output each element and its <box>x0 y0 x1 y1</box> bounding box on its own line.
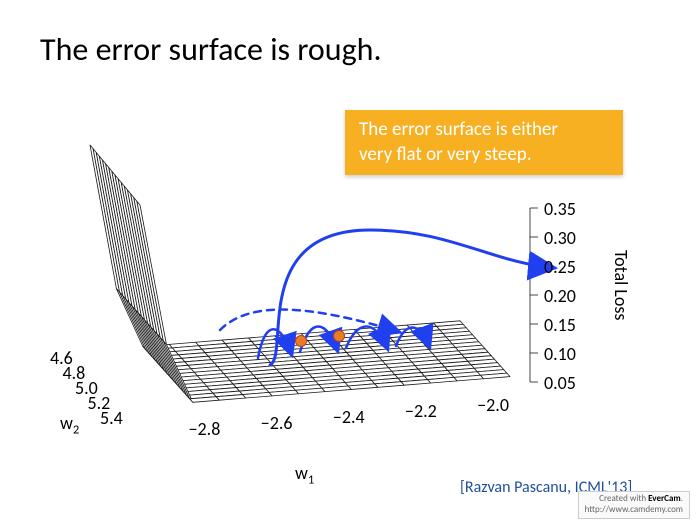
z-tick: 0.20 <box>544 285 576 307</box>
w2-tick: 5.4 <box>100 407 123 429</box>
callout-line1: The error surface is either <box>359 118 609 143</box>
trajectory-point <box>295 335 307 347</box>
w1-tick: −2.8 <box>189 418 221 440</box>
gradient-trajectories <box>0 0 700 525</box>
callout-box: The error surface is either very flat or… <box>345 110 623 175</box>
watermark: Created with EverCam. http://www.camdemy… <box>578 491 690 519</box>
z-axis-label: Total Loss <box>610 250 632 320</box>
z-tick: 0.25 <box>544 256 576 278</box>
z-tick: 0.05 <box>544 372 576 394</box>
w2-axis-label: w2 <box>60 412 79 434</box>
callout-line2: very flat or very steep. <box>359 143 609 168</box>
z-tick: 0.15 <box>544 314 576 336</box>
z-tick: 0.35 <box>544 198 576 220</box>
z-tick: 0.30 <box>544 227 576 249</box>
w1-tick: −2.6 <box>261 412 293 434</box>
trajectory-point <box>333 330 345 342</box>
w1-tick: −2.2 <box>405 400 437 422</box>
w1-tick: −2.4 <box>333 406 365 428</box>
w1-tick: −2.0 <box>477 394 509 416</box>
w1-axis-label: w1 <box>295 462 314 484</box>
z-tick: 0.10 <box>544 343 576 365</box>
